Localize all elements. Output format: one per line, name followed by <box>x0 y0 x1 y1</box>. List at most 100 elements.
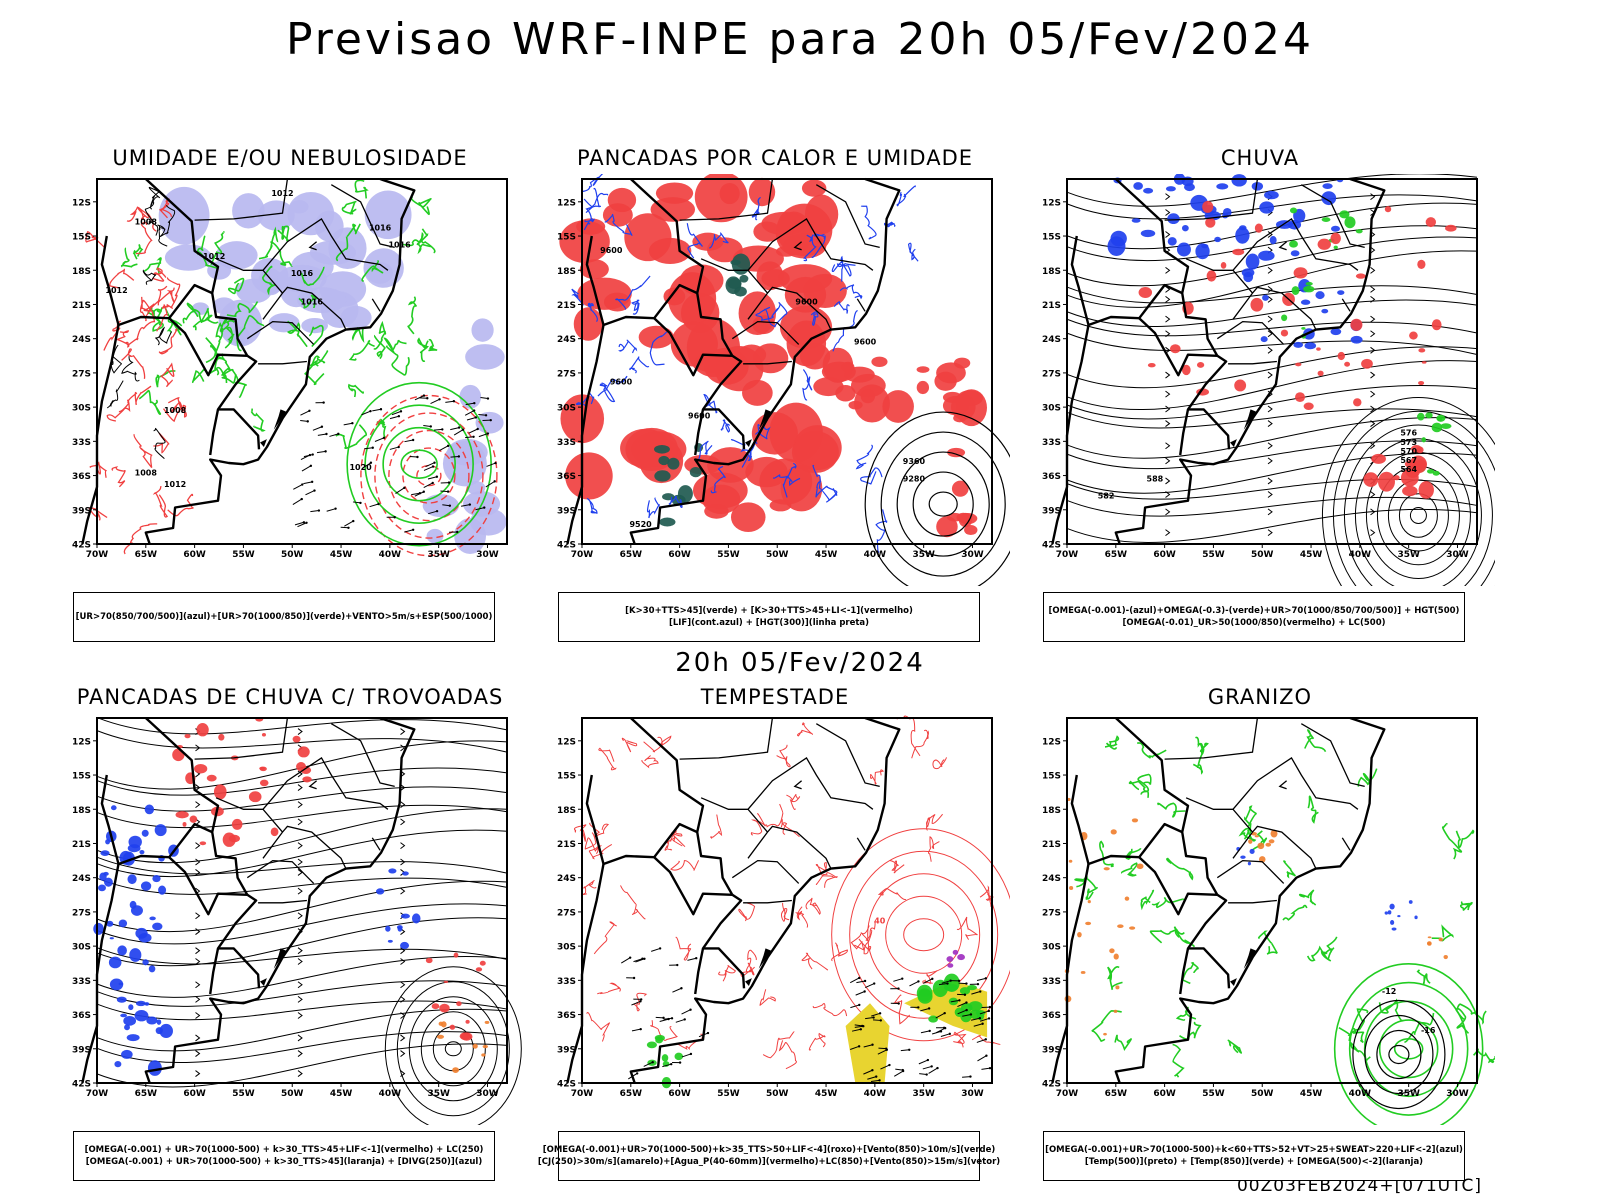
humidity-green-contour <box>190 307 213 323</box>
wind-vector <box>430 398 440 405</box>
lagoon <box>260 439 267 447</box>
state-border <box>700 258 748 271</box>
lagoon <box>758 948 772 969</box>
hail-blue-area <box>1390 919 1395 925</box>
humidity-blue-area <box>257 200 295 231</box>
wind-vector <box>681 1009 691 1015</box>
rain-red-area <box>1418 481 1434 499</box>
temp850-contour <box>1244 805 1257 834</box>
lon-tick-label: 45W <box>1300 550 1323 560</box>
vector-head <box>689 1008 692 1011</box>
lagoon <box>1243 409 1257 430</box>
streamline-arrow <box>195 981 201 989</box>
rain-red-area <box>1378 471 1395 492</box>
temp850-contour <box>1306 945 1335 962</box>
state-border <box>215 258 263 271</box>
vector-head <box>875 1075 878 1078</box>
rain-red-area <box>1371 453 1386 464</box>
state-border <box>815 723 880 788</box>
panel-tempestade: TEMPESTADE 40 12S 15S 18S 21S 24S 27S 30S 33S 36S… <box>537 685 1010 1181</box>
coastline <box>1114 716 1386 1084</box>
omega500-orange-area <box>1265 842 1272 847</box>
green-k-tts-area <box>654 470 671 482</box>
temp850-contour <box>1166 857 1194 881</box>
red-contour <box>126 206 146 222</box>
streamline-arrow <box>297 784 303 791</box>
omega500-orange-area <box>1427 936 1432 939</box>
omega-blue-area <box>1262 294 1269 301</box>
panel-granizo: GRANIZO -12 -16 12S 15S 18S 21S 24S 27S 30S 33S 36… <box>1025 685 1495 1181</box>
rain-red-area <box>1147 363 1156 368</box>
precipitable-water-contour <box>780 902 790 922</box>
divergence-blue-area <box>139 850 145 855</box>
lagoon <box>1243 948 1257 969</box>
streamline-arrow <box>297 1012 303 1019</box>
wind-vector <box>633 958 643 963</box>
lat-tick-label: 18S <box>1042 267 1061 277</box>
vector-head <box>302 521 306 524</box>
contour-label: 564 <box>1400 465 1417 474</box>
rain-red-area <box>1337 351 1345 361</box>
vector-head <box>457 426 461 429</box>
storm-red-area <box>453 952 459 958</box>
streamline-250 <box>96 804 508 829</box>
hgt500-contour <box>1066 496 1478 517</box>
vector-head <box>927 1007 931 1010</box>
divergence-blue-area <box>126 1034 140 1042</box>
contour-label: 1012 <box>203 252 225 261</box>
humidity-green-contour <box>192 308 219 331</box>
omega500-orange-area <box>1087 900 1091 904</box>
humidity-green-contour <box>417 337 430 362</box>
divergence-blue-area <box>148 965 156 973</box>
main-title: Previsao WRF-INPE para 20h 05/Fev/2024 <box>286 14 1314 65</box>
wind850-green-area <box>969 1009 983 1020</box>
lat-tick-label: 36S <box>1042 1011 1061 1021</box>
precipitable-water-contour <box>801 952 829 971</box>
wind-vector <box>981 1067 991 1070</box>
divergence-blue-area <box>124 1024 130 1031</box>
temp850-contour <box>1149 929 1180 944</box>
lat-tick-label: 39S <box>557 1045 576 1055</box>
humidity-green-contour <box>335 223 361 262</box>
wind-vector <box>485 480 495 488</box>
streamline-arrow <box>195 801 201 809</box>
rain-red-area <box>1234 379 1247 392</box>
streamline-arrow <box>1370 442 1376 450</box>
state-border <box>262 217 389 294</box>
lat-tick-label: 39S <box>72 506 91 516</box>
red-contour <box>118 385 152 413</box>
streamline-arrow <box>1267 457 1273 465</box>
vector-head <box>858 1003 861 1007</box>
lon-tick-label: 35W <box>427 1089 450 1099</box>
vector-head <box>397 445 400 449</box>
green-k-tts-area <box>727 278 742 289</box>
vector-head <box>957 979 961 983</box>
vector-head <box>658 947 662 950</box>
divergence-blue-area <box>114 1060 122 1068</box>
divergence-blue-area <box>152 875 161 883</box>
green-k-tts-area <box>667 457 680 470</box>
streamline-arrow <box>297 801 303 809</box>
lat-tick-label: 30S <box>1042 404 1061 414</box>
omega-blue-area <box>1304 342 1317 350</box>
lat-tick-label: 30S <box>1042 943 1061 953</box>
convective-red-area <box>707 447 754 483</box>
temp850-contour <box>1128 780 1150 798</box>
storm-red-area <box>261 733 266 737</box>
legend-line: [CJ(250)>30m/s](amarelo)+[Agua_P(40-60mm… <box>537 1157 1001 1167</box>
convective-red-area <box>951 480 969 497</box>
vector-head <box>901 1069 905 1073</box>
lon-tick-label: 70W <box>1056 1089 1079 1099</box>
lat-tick-label: 30S <box>557 404 576 414</box>
convective-red-area <box>565 452 613 500</box>
divergence-blue-area <box>400 941 410 949</box>
wind-vector <box>971 991 981 995</box>
vector-head <box>306 420 309 423</box>
purple-area <box>947 963 954 968</box>
omega500-orange-area <box>1131 818 1139 823</box>
streamline-arrow <box>400 842 406 850</box>
wind-vector <box>621 957 631 964</box>
streamline-250 <box>96 808 508 864</box>
contour-label: 9600 <box>688 412 711 421</box>
contour-label: 9600 <box>610 377 633 386</box>
